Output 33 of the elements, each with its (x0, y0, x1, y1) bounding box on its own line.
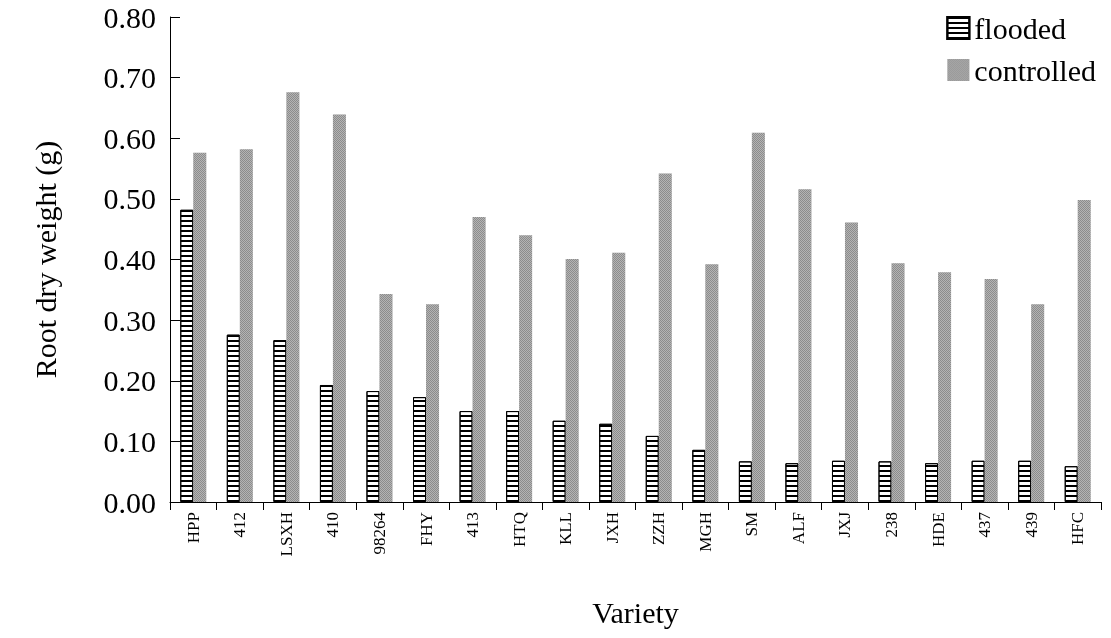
y-tick-label: 0.80 (103, 0, 156, 34)
x-axis-title: Variety (592, 595, 679, 629)
x-tick-label: ZZH (649, 512, 669, 546)
y-axis-title: Root dry weight (g) (28, 140, 63, 379)
x-tick-label: 437 (975, 511, 995, 538)
x-tick-label: 238 (882, 512, 902, 538)
legend-label: controlled (974, 53, 1097, 87)
x-tick-label: LSXH (276, 512, 296, 557)
y-tick-label: 0.00 (103, 485, 156, 519)
x-tick-label: 439 (1021, 512, 1041, 538)
x-tick-label: SM (742, 512, 762, 537)
x-tick-label: HTQ (509, 512, 529, 547)
x-tick-label: KLL (556, 512, 576, 546)
x-tick-label: 412 (230, 512, 250, 538)
x-tick-label: 98264 (369, 511, 389, 555)
y-tick-label: 0.20 (103, 364, 156, 398)
y-tick-label: 0.10 (103, 424, 156, 458)
x-tick-label: JXJ (835, 511, 855, 538)
x-tick-label: 410 (323, 512, 343, 538)
x-tick-label: 413 (463, 512, 483, 538)
x-tick-label: MGH (695, 512, 715, 552)
x-tick-label: HPP (183, 512, 203, 544)
y-tick-label: 0.40 (103, 243, 156, 276)
x-tick-label: JXH (602, 512, 622, 544)
y-tick-label: 0.30 (103, 303, 156, 337)
y-tick-label: 0.60 (103, 121, 156, 155)
x-tick-label: HFC (1068, 512, 1088, 546)
x-tick-label: ALF (788, 512, 808, 545)
x-tick-label: HDE (928, 512, 948, 547)
legend-label: flooded (974, 11, 1067, 45)
y-tick-label: 0.50 (103, 182, 156, 216)
x-tick-label: FHY (416, 512, 436, 547)
y-tick-label: 0.70 (103, 61, 156, 95)
